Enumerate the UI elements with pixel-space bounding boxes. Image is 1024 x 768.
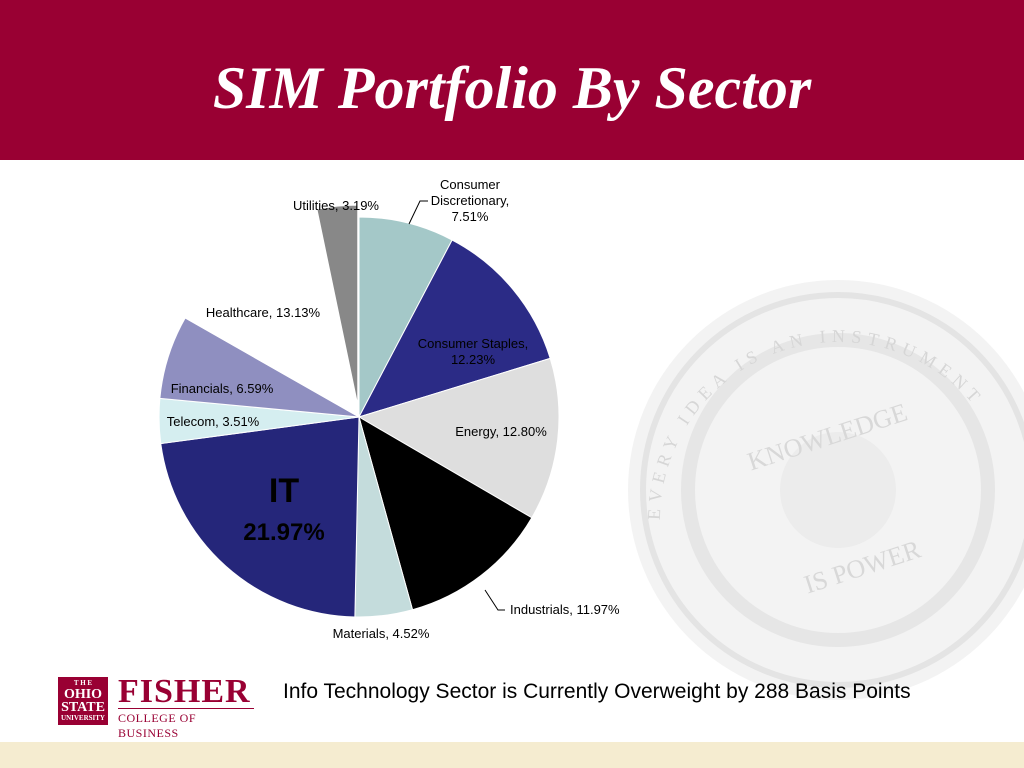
- slide-title: SIM Portfolio By Sector: [212, 55, 812, 121]
- leader-line-consumer-discretionary: [408, 200, 428, 225]
- slice-label-line: Energy, 12.80%: [455, 424, 547, 439]
- slice-label-materials: Materials, 4.52%: [333, 626, 430, 641]
- college-of-business-label: COLLEGE OF BUSINESS: [118, 711, 196, 740]
- slice-label-line: Materials, 4.52%: [333, 626, 430, 641]
- slice-label-telecom: Telecom, 3.51%: [167, 414, 260, 429]
- pie-labels: Consumer Discretionary, 7.51% Consumer Stap…: [167, 177, 620, 641]
- fisher-wordmark: FISHER: [118, 673, 251, 710]
- slice-label-line: 12.23%: [451, 352, 496, 367]
- pie-slice-consumer-discretionary: [358, 216, 453, 418]
- slice-label-energy: Energy, 12.80%: [455, 424, 547, 439]
- slice-label-consumer-discretionary: Consumer Discretionary, 7.51%: [431, 177, 510, 224]
- pie-slice-industrials: [358, 415, 533, 611]
- title-banner: SIM Portfolio By Sector: [0, 0, 1024, 160]
- osu-logo-block: T H E OHIO STATE UNIVERSITY: [58, 677, 108, 725]
- slice-label-utilities: Utilities, 3.19%: [293, 198, 379, 213]
- osu-university-label: UNIVERSITY: [61, 714, 105, 722]
- slice-label-financials: Financials, 6.59%: [171, 381, 274, 396]
- slice-label-it: IT 21.97%: [243, 472, 324, 546]
- pie-slice-healthcare: [184, 220, 360, 418]
- slice-label-line: 21.97%: [243, 519, 324, 546]
- slice-label-line: 7.51%: [452, 209, 489, 224]
- slice-label-line: Healthcare, 13.13%: [206, 305, 321, 320]
- osu-the-label: T H E: [73, 679, 93, 687]
- slice-label-line: Consumer Staples,: [418, 336, 529, 351]
- footer-caption: Info Technology Sector is Currently Over…: [283, 680, 911, 703]
- osu-state-label: STATE: [61, 700, 105, 715]
- osu-ohio-label: OHIO: [63, 687, 103, 702]
- slice-label-line: Telecom, 3.51%: [167, 414, 260, 429]
- slice-label-line: Consumer: [440, 177, 501, 192]
- slice-label-line: IT: [269, 472, 299, 510]
- slice-label-consumer-staples: Consumer Staples, 12.23%: [418, 336, 529, 367]
- slice-label-line: Discretionary,: [431, 193, 510, 208]
- label-leader-lines: [408, 200, 505, 611]
- pie-slices: [158, 204, 560, 618]
- leader-line-industrials: [484, 589, 505, 611]
- logo-divider: [118, 708, 254, 709]
- footer-bar: [0, 742, 1024, 768]
- slice-label-line: Utilities, 3.19%: [293, 198, 379, 213]
- pie-slice-energy: [357, 357, 560, 519]
- slice-label-line: Financials, 6.59%: [171, 381, 274, 396]
- slice-label-industrials: Industrials, 11.97%: [510, 602, 620, 617]
- slice-label-line: Industrials, 11.97%: [510, 602, 620, 617]
- slice-label-healthcare: Healthcare, 13.13%: [206, 305, 321, 320]
- pie-slice-it: [160, 416, 360, 618]
- pie-slice-utilities: [316, 204, 359, 406]
- osu-fisher-logo: T H E OHIO STATE UNIVERSITY FISHER COLLE…: [58, 673, 258, 740]
